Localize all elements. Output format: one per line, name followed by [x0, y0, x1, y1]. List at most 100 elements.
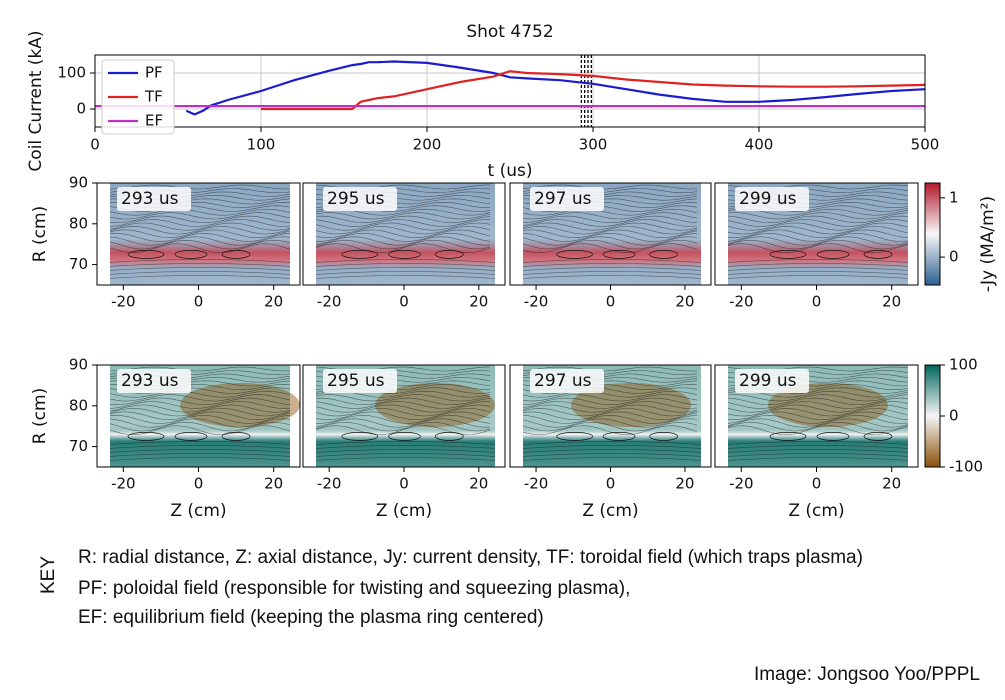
panel-label-box — [735, 369, 809, 393]
contour — [727, 243, 909, 254]
x-tick-label: 0 — [194, 293, 204, 311]
contour — [522, 275, 702, 279]
contour — [727, 212, 909, 220]
contour — [315, 445, 496, 449]
contour — [522, 271, 702, 275]
contour — [727, 226, 909, 235]
panel-label-box — [323, 369, 397, 393]
contour — [727, 445, 909, 449]
contour — [315, 219, 490, 227]
key-line: PF: poloidal field (responsible for twis… — [78, 578, 630, 599]
contour — [109, 184, 291, 190]
panel-label: 295 us — [327, 189, 385, 209]
contour — [221, 250, 251, 259]
x-tick-label: -20 — [317, 293, 342, 311]
contour — [816, 250, 850, 259]
series-line — [261, 70, 926, 111]
contour — [522, 184, 698, 190]
contour — [727, 239, 909, 250]
contour — [522, 267, 702, 271]
contour — [727, 411, 909, 421]
contour — [727, 215, 909, 224]
x-tick-label: 0 — [194, 475, 204, 493]
contour — [315, 212, 491, 220]
x-tick-label: -20 — [111, 293, 136, 311]
contour — [315, 418, 491, 428]
contour — [109, 418, 291, 428]
contour — [109, 239, 291, 250]
contour — [727, 394, 909, 402]
x-axis-label: t (us) — [488, 161, 533, 181]
colorbar-tick-label: 1 — [949, 188, 959, 206]
legend-label: EF — [145, 112, 163, 130]
panel-label: 297 us — [534, 189, 592, 209]
contour — [315, 404, 491, 413]
colorbar-tick-label: -100 — [949, 458, 983, 476]
contour — [522, 263, 702, 267]
contour — [727, 425, 909, 436]
contour — [109, 387, 291, 394]
panel-label-box — [117, 187, 191, 211]
contour — [109, 275, 291, 279]
contour — [727, 232, 909, 242]
contour — [109, 449, 291, 453]
contour — [816, 432, 850, 441]
y-tick-label: 80 — [69, 214, 88, 232]
contour — [315, 401, 490, 409]
x-tick-label: 100 — [247, 136, 276, 154]
contour — [522, 415, 698, 424]
contour — [109, 263, 291, 267]
contour — [109, 425, 291, 436]
x-tick-label: 0 — [606, 475, 616, 493]
contour — [316, 232, 491, 242]
y-axis-label: R (cm) — [30, 206, 50, 262]
contour — [522, 215, 698, 224]
contour — [109, 267, 291, 271]
contour — [522, 404, 698, 413]
contour — [315, 271, 496, 275]
contour — [109, 414, 291, 424]
contour — [109, 411, 291, 421]
plot-frame — [94, 54, 926, 128]
contour — [109, 457, 291, 461]
contour — [522, 222, 698, 231]
contour — [727, 263, 909, 267]
contour — [522, 401, 698, 409]
contour — [341, 432, 379, 441]
contour — [315, 267, 496, 271]
contour — [556, 432, 593, 441]
contour — [769, 250, 807, 259]
series-line — [185, 60, 926, 116]
contour — [727, 267, 909, 271]
contour — [522, 408, 698, 417]
contour — [649, 432, 678, 441]
contour — [522, 233, 698, 242]
contour — [602, 432, 636, 441]
contour — [727, 408, 909, 417]
x-tick-label: 300 — [579, 136, 608, 154]
contour — [109, 390, 291, 398]
y-axis-label: R (cm) — [30, 388, 50, 444]
contour — [109, 229, 291, 239]
contour — [109, 404, 291, 413]
chart-title: Shot 4752 — [466, 22, 553, 42]
contour — [727, 414, 909, 424]
contour — [727, 457, 909, 461]
key-heading: KEY — [38, 556, 59, 594]
contour — [315, 226, 491, 235]
contour — [769, 432, 807, 441]
contour — [109, 401, 291, 409]
contour — [315, 236, 491, 246]
contour — [522, 445, 702, 449]
contour — [522, 208, 698, 216]
x-axis-label: Z (cm) — [788, 501, 844, 521]
contour — [522, 243, 698, 254]
colorbar-label: -Jy (MA/m²) — [978, 196, 998, 292]
contour — [522, 212, 698, 220]
heatmap-panel — [727, 365, 909, 467]
panel-label: 295 us — [327, 371, 385, 391]
contour — [522, 453, 702, 457]
contour — [727, 397, 909, 406]
colorbar-tick-label: 100 — [949, 356, 978, 374]
